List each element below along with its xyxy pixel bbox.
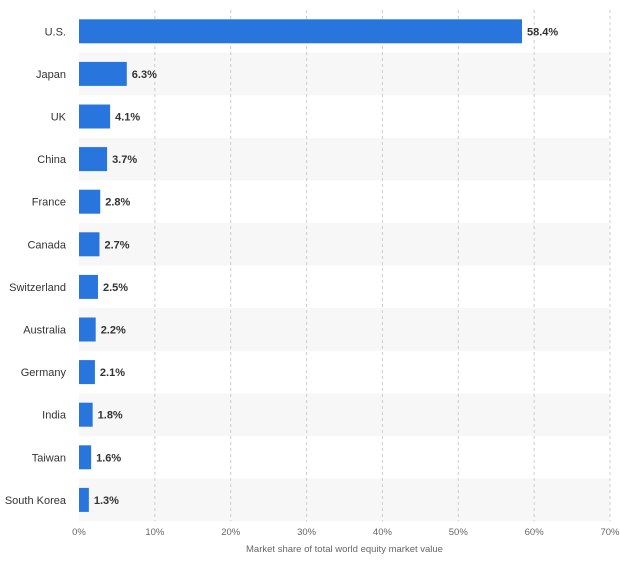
x-tick-label: 70% <box>600 527 620 538</box>
data-label: 4.1% <box>115 112 140 124</box>
bar <box>79 317 96 342</box>
bar <box>79 232 100 257</box>
category-label: China <box>37 154 67 166</box>
row-band <box>79 308 610 351</box>
data-label: 1.8% <box>98 410 123 422</box>
category-label: India <box>42 410 67 422</box>
bar <box>79 402 93 427</box>
gridlines <box>154 10 611 522</box>
data-label: 58.4% <box>527 26 558 38</box>
x-tick-label: 60% <box>525 527 545 538</box>
bar <box>79 360 95 385</box>
x-tick-label: 20% <box>221 527 241 538</box>
row-band <box>79 478 610 522</box>
category-label: Switzerland <box>9 282 66 294</box>
category-label: Germany <box>21 367 67 379</box>
row-bands <box>79 52 610 522</box>
bars <box>79 19 523 512</box>
bar <box>79 445 92 470</box>
bar <box>79 189 101 214</box>
x-tick-labels: 0% 10% 20% 30% 40% 50% 60% 70% <box>72 527 620 538</box>
bar <box>79 274 98 299</box>
row-band <box>79 137 610 181</box>
category-label: Japan <box>36 69 66 81</box>
x-tick-label: 30% <box>297 527 317 538</box>
row-band <box>79 393 610 436</box>
data-label: 6.3% <box>132 69 157 81</box>
x-tick-label: 40% <box>373 527 393 538</box>
data-label: 2.7% <box>104 239 129 251</box>
category-label: Australia <box>23 325 67 337</box>
category-label: U.S. <box>45 26 66 38</box>
data-labels: 58.4% 6.3% 4.1% 3.7% 2.8% 2.7% 2.5% 2.2% 2.1% 1.8… <box>94 26 559 507</box>
row-band <box>79 52 610 96</box>
data-label: 2.1% <box>100 367 125 379</box>
category-label: UK <box>51 112 67 124</box>
x-tick-label: 10% <box>145 527 165 538</box>
data-label: 1.3% <box>94 495 119 507</box>
data-label: 2.5% <box>103 282 128 294</box>
category-label: Taiwan <box>32 452 66 464</box>
category-label: South Korea <box>5 495 67 507</box>
bar <box>79 147 108 172</box>
data-label: 2.8% <box>105 197 130 209</box>
data-label: 3.7% <box>112 154 137 166</box>
row-band <box>79 223 610 266</box>
category-labels: U.S. Japan UK China France Canada Switzerland A… <box>5 26 67 507</box>
category-label: France <box>32 197 66 209</box>
data-label: 1.6% <box>96 452 121 464</box>
bar <box>79 487 89 512</box>
bar <box>79 104 111 129</box>
x-tick-label: 0% <box>72 527 86 538</box>
x-axis-title: Market share of total world equity marke… <box>246 544 443 555</box>
category-label: Canada <box>27 239 66 251</box>
bar <box>79 19 523 44</box>
data-label: 2.2% <box>101 325 126 337</box>
x-tick-label: 50% <box>449 527 469 538</box>
bar <box>79 61 127 86</box>
